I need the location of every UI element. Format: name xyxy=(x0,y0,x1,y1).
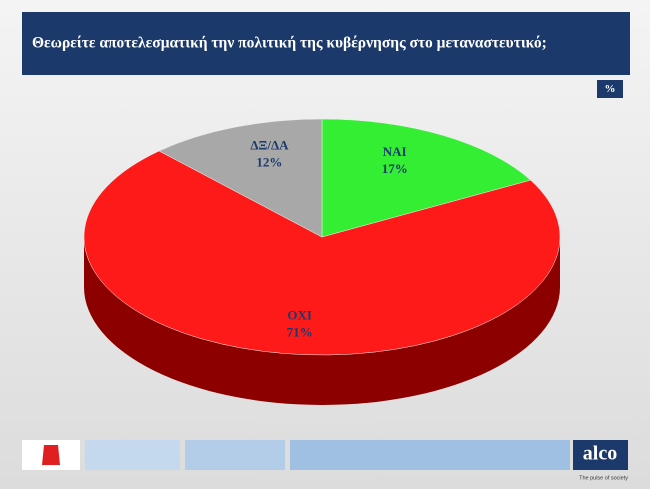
pie-slice xyxy=(158,118,323,238)
slice-label: ΝΑΙ xyxy=(383,144,407,159)
title-bar xyxy=(22,12,630,75)
brand: alco xyxy=(583,443,617,465)
slice-label: ΟΧΙ xyxy=(287,307,312,322)
slice-label: ΔΞ/ΔΑ xyxy=(250,138,289,153)
pie-slice xyxy=(83,150,561,356)
unit-box xyxy=(597,80,623,98)
unit-label: % xyxy=(605,83,616,95)
footer-bar xyxy=(290,440,570,470)
pie-side xyxy=(84,237,560,405)
footer-bar xyxy=(85,440,180,470)
chart-title: Θεωρείτε αποτελεσματική την πολιτική της… xyxy=(32,35,547,52)
value-label: 17% xyxy=(382,161,408,176)
pie-slice xyxy=(321,118,532,238)
footer-logo-icon xyxy=(42,445,60,465)
value-label: 12% xyxy=(256,155,282,170)
value-label: 71% xyxy=(287,324,313,339)
brand-tagline: The pulse of society xyxy=(579,475,628,481)
footer-bar xyxy=(185,440,285,470)
pie: ΝΑΙ 17% ΟΧΙ 71% ΔΞ/ΔΑ 12% xyxy=(83,118,561,405)
brand-box xyxy=(573,440,628,470)
